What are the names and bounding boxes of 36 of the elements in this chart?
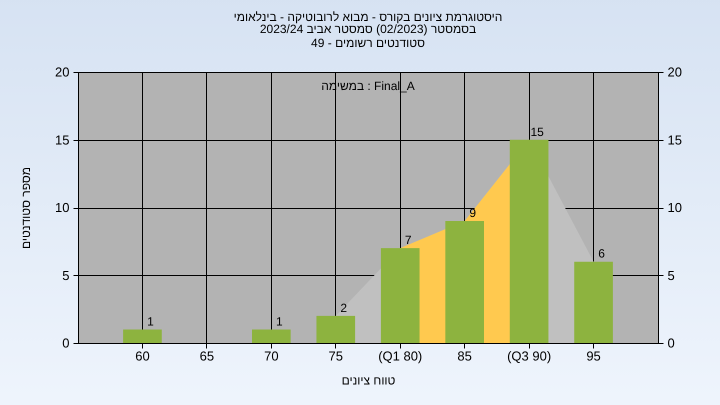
bar — [510, 140, 548, 343]
data-label: 9 — [469, 206, 476, 220]
bar — [380, 248, 420, 343]
y-axis-title: מספר סטודנטים — [19, 166, 34, 250]
data-label: 2 — [340, 300, 348, 315]
data-label: 1 — [147, 314, 154, 328]
y2-tick-label: 20 — [668, 64, 682, 80]
chart-subtitle: בסמסטר (02/2023) סמסטר אביב 2023/24 סטודנטים רשומים - 49 — [260, 22, 476, 50]
data-label: 1 — [276, 314, 283, 328]
data-label: 6 — [598, 246, 606, 261]
y-tick-label: 10 — [55, 200, 70, 215]
bar — [316, 316, 356, 343]
chart-title: היסטוגרמת ציונים בקורס - מבוא לרובוטיקה - בינלאומי — [234, 10, 502, 24]
x-tick-label: 95 — [586, 348, 601, 364]
y2-tick-label: 15 — [668, 132, 682, 148]
y2-tick-label: 10 — [668, 200, 682, 215]
y2-tick-label: 0 — [668, 336, 675, 350]
x-tick-label: 60 — [135, 348, 150, 364]
bar — [574, 262, 613, 343]
x-tick-label: 70 — [264, 348, 279, 364]
y-tick-label: 0 — [62, 336, 70, 350]
bar — [445, 221, 484, 343]
x-tick-label: (Q1 80) — [378, 348, 422, 364]
y2-tick-label: 5 — [668, 268, 675, 283]
y-tick-label: 15 — [55, 132, 70, 148]
x-tick-label: 85 — [457, 348, 472, 364]
bar — [123, 329, 162, 343]
bar — [252, 329, 291, 343]
y-tick-label: 20 — [55, 64, 70, 80]
x-tick-label: 75 — [328, 348, 344, 364]
data-label: 15 — [530, 124, 544, 139]
data-label: 7 — [404, 233, 412, 248]
x-tick-label: (Q3 90) — [507, 348, 552, 364]
x-axis-title: טווח ציונים — [342, 374, 396, 388]
y-tick-label: 5 — [62, 268, 70, 283]
x-tick-label: 65 — [200, 348, 214, 364]
